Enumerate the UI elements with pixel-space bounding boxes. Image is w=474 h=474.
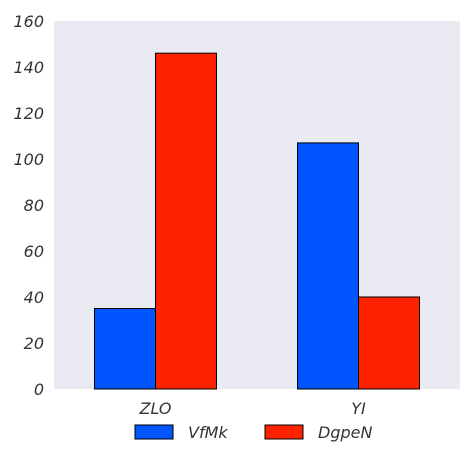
legend-swatch-vfmk xyxy=(134,424,174,440)
bar-vfmk-zlo xyxy=(94,308,156,390)
y-tick-label: 100 xyxy=(13,150,44,169)
bar-dgpen-yi xyxy=(358,296,420,390)
bar-dgpen-zlo xyxy=(155,52,217,390)
y-tick-label: 60 xyxy=(24,242,44,261)
x-axis: ZLO YI xyxy=(139,399,367,418)
legend-label-dgpen: DgpeN xyxy=(318,423,372,442)
legend-swatch-dgpen xyxy=(264,424,304,440)
y-tick-label: 140 xyxy=(13,58,44,77)
x-tick-label: ZLO xyxy=(139,399,172,418)
bars xyxy=(94,52,420,390)
y-tick-label: 40 xyxy=(24,288,44,307)
legend-label-vfmk: VfMk xyxy=(188,423,228,442)
y-tick-label: 0 xyxy=(34,380,44,399)
y-tick-label: 160 xyxy=(13,12,44,31)
y-tick-label: 80 xyxy=(24,196,44,215)
y-tick-label: 20 xyxy=(24,334,44,353)
y-axis: 0 20 40 60 80 100 120 140 160 xyxy=(13,12,44,399)
x-tick-label: YI xyxy=(351,399,366,418)
y-tick-label: 120 xyxy=(13,104,44,123)
bar-vfmk-yi xyxy=(297,142,359,390)
legend: VfMk DgpeN xyxy=(134,423,372,442)
